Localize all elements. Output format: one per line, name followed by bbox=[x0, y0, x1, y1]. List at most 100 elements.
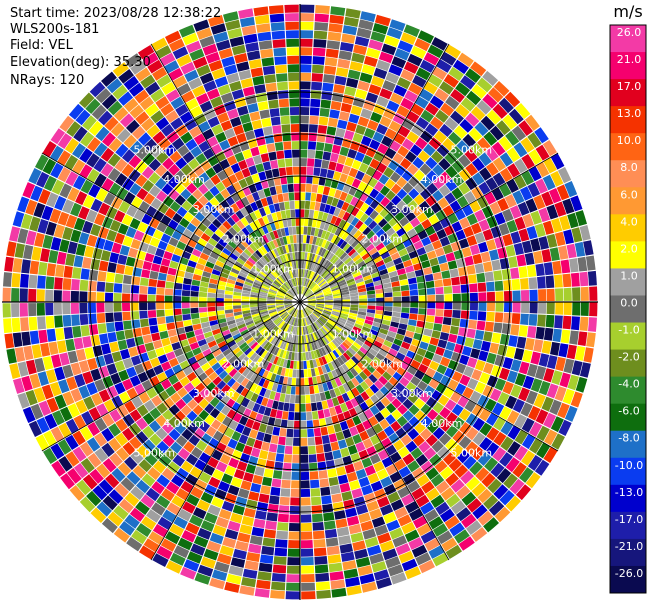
range-gate bbox=[405, 440, 418, 453]
range-gate bbox=[357, 311, 367, 316]
range-gate bbox=[469, 310, 478, 320]
range-gate bbox=[366, 230, 375, 240]
range-gate bbox=[308, 302, 316, 304]
range-gate bbox=[324, 307, 333, 311]
range-gate bbox=[327, 320, 335, 327]
range-gate bbox=[300, 243, 303, 252]
range-gate bbox=[555, 356, 566, 372]
range-gate bbox=[424, 350, 435, 360]
range-gate bbox=[300, 166, 307, 175]
range-gate bbox=[393, 439, 405, 451]
range-gate bbox=[388, 120, 402, 133]
range-gate bbox=[562, 273, 572, 288]
range-gate bbox=[331, 225, 338, 234]
colorbar-tick-label: -17.0 bbox=[615, 513, 643, 526]
range-gate bbox=[437, 446, 450, 460]
range-gate bbox=[349, 140, 361, 151]
range-gate bbox=[307, 303, 316, 306]
range-gate bbox=[486, 302, 496, 312]
range-gate bbox=[440, 375, 451, 387]
range-gate bbox=[320, 347, 327, 356]
range-gate bbox=[476, 77, 493, 93]
range-gate bbox=[455, 229, 466, 241]
range-gate bbox=[384, 35, 400, 48]
range-gate bbox=[300, 217, 305, 226]
range-gate bbox=[358, 308, 367, 313]
range-gate bbox=[388, 348, 398, 357]
range-gate bbox=[448, 458, 462, 472]
range-gate bbox=[396, 188, 408, 200]
range-gate bbox=[389, 19, 406, 32]
range-gate bbox=[419, 88, 434, 102]
range-gate bbox=[399, 317, 409, 325]
range-gate bbox=[300, 47, 313, 56]
range-gate bbox=[329, 266, 338, 274]
range-gate bbox=[369, 210, 379, 220]
range-gate bbox=[300, 64, 312, 73]
range-gate bbox=[534, 223, 546, 238]
range-gate bbox=[306, 317, 310, 325]
range-gate bbox=[377, 264, 387, 272]
range-gate bbox=[366, 290, 376, 295]
range-gate bbox=[385, 190, 396, 201]
range-gate bbox=[529, 302, 538, 314]
range-gate bbox=[499, 167, 513, 182]
range-gate bbox=[390, 387, 401, 398]
range-gate bbox=[395, 427, 407, 439]
range-gate bbox=[344, 157, 354, 167]
range-gate bbox=[321, 356, 328, 365]
range-gate bbox=[332, 307, 341, 311]
range-gate bbox=[389, 140, 401, 152]
range-gate bbox=[397, 514, 412, 527]
range-gate bbox=[313, 254, 318, 263]
range-gate bbox=[465, 441, 479, 455]
range-gate bbox=[355, 374, 364, 384]
range-gate bbox=[355, 199, 364, 210]
range-gate bbox=[383, 310, 393, 317]
range-gate bbox=[496, 120, 511, 136]
range-gate bbox=[453, 59, 469, 75]
range-gate bbox=[438, 394, 450, 406]
range-gate bbox=[401, 521, 416, 535]
range-gate bbox=[303, 260, 307, 269]
range-gate bbox=[424, 243, 435, 253]
range-gate bbox=[432, 523, 448, 537]
range-gate bbox=[420, 460, 434, 474]
range-gate bbox=[379, 88, 393, 100]
range-gate bbox=[307, 149, 316, 159]
range-gate bbox=[461, 491, 477, 506]
range-gate bbox=[350, 295, 359, 300]
range-gate bbox=[337, 262, 346, 270]
range-gate bbox=[427, 44, 444, 59]
range-gate bbox=[331, 360, 338, 370]
range-gate bbox=[589, 286, 598, 301]
range-gate bbox=[530, 238, 541, 252]
range-gate bbox=[306, 166, 314, 176]
range-gate bbox=[535, 263, 545, 277]
range-gate bbox=[406, 324, 416, 333]
range-gate bbox=[538, 236, 549, 250]
range-gate bbox=[309, 314, 316, 322]
range-gate bbox=[445, 412, 458, 425]
range-gate bbox=[500, 421, 514, 436]
range-gate bbox=[372, 321, 382, 328]
range-gate bbox=[332, 270, 341, 278]
range-gate bbox=[337, 346, 345, 354]
range-gate bbox=[351, 178, 361, 189]
range-gate bbox=[335, 163, 344, 173]
range-gate bbox=[557, 167, 572, 184]
range-gate bbox=[304, 308, 310, 316]
range-gate bbox=[482, 229, 494, 241]
range-gate bbox=[392, 237, 403, 247]
range-gate bbox=[560, 329, 571, 344]
range-gate bbox=[360, 391, 370, 401]
range-gate bbox=[412, 75, 427, 88]
range-gate bbox=[372, 276, 382, 282]
range-gate bbox=[483, 517, 499, 533]
range-gate bbox=[304, 278, 308, 287]
range-gate bbox=[300, 192, 306, 201]
range-gate bbox=[468, 274, 477, 284]
range-gate bbox=[440, 51, 457, 66]
range-gate bbox=[346, 121, 357, 132]
range-gate bbox=[392, 311, 401, 318]
